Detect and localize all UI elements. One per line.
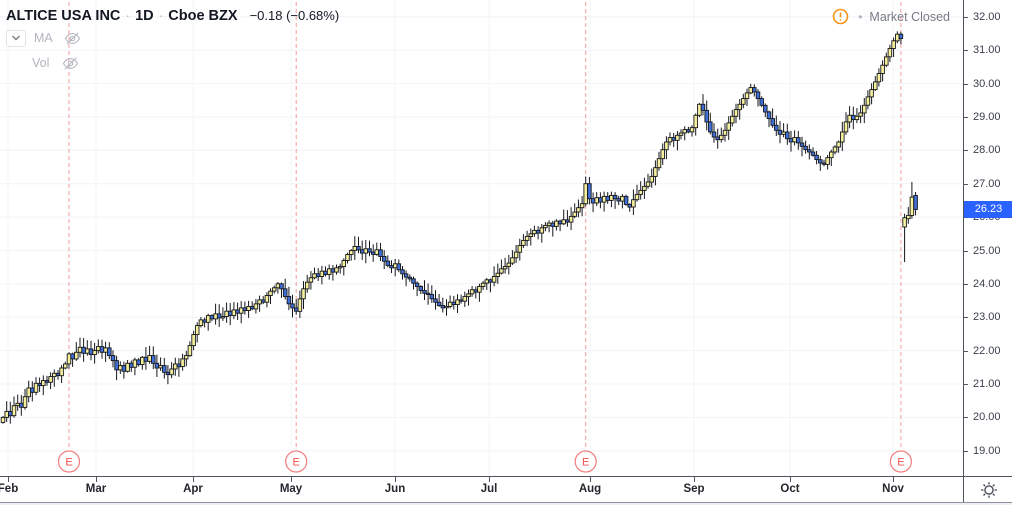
price-tick	[964, 384, 968, 385]
chart-legend: ALTICE USA INC · 1D · Cboe BZX −0.18 (−0…	[6, 7, 339, 74]
time-axis-label: Jun	[384, 483, 406, 495]
window-bottom-edge	[0, 502, 1012, 505]
earnings-marker[interactable]	[57, 450, 81, 473]
time-tick	[395, 477, 396, 482]
time-tick	[590, 477, 591, 482]
ma-indicator-row[interactable]: MA	[6, 27, 339, 49]
price-tick	[964, 450, 968, 452]
time-tick	[893, 477, 894, 482]
time-tick	[489, 477, 490, 482]
price-axis-label: 29.00	[973, 110, 1001, 123]
eye-off-icon[interactable]	[62, 56, 79, 71]
alert-circle-icon	[832, 8, 849, 25]
price-axis-label: 25.00	[973, 244, 1001, 257]
exchange-label: Cboe BZX	[168, 8, 238, 24]
price-axis[interactable]: 32.0031.0030.0029.0028.0027.0026.0025.00…	[963, 0, 1012, 476]
vol-indicator-row[interactable]: Vol	[6, 52, 339, 74]
separator-dot: ·	[125, 7, 131, 23]
price-axis-label: 30.00	[973, 77, 1001, 90]
time-axis-label: May	[279, 483, 303, 495]
price-axis-label: 24.00	[973, 277, 1001, 290]
vol-indicator-label[interactable]: Vol	[32, 56, 50, 70]
svg-text:E: E	[65, 457, 72, 469]
price-axis-label: 19.00	[973, 444, 1001, 457]
earnings-marker[interactable]	[285, 450, 308, 473]
last-price-badge: 26.23	[964, 200, 1012, 218]
status-bullet: •	[858, 9, 863, 24]
price-axis-label: 21.00	[973, 378, 1001, 390]
chevron-down-icon	[12, 35, 20, 41]
legend-collapse-button[interactable]	[6, 29, 26, 47]
time-axis[interactable]: Feb Mar Apr May Jun Jul Aug Sep Oct Nov	[0, 476, 963, 503]
price-axis-label: 32.00	[973, 10, 1001, 23]
svg-text:E: E	[582, 457, 589, 469]
time-axis-label: Mar	[85, 483, 107, 495]
price-axis-label: 31.00	[973, 44, 1001, 57]
price-axis-label: 20.00	[973, 411, 1001, 424]
price-axis-label: 28.00	[973, 144, 1001, 157]
time-axis-label: Oct	[780, 483, 800, 495]
time-axis-label: Feb	[0, 483, 19, 495]
price-tick	[964, 183, 968, 185]
svg-text:E: E	[897, 457, 904, 469]
earnings-marker[interactable]	[889, 450, 913, 473]
time-tick	[8, 477, 9, 482]
price-tick	[964, 283, 968, 285]
time-tick	[96, 477, 97, 482]
interval-label[interactable]: 1D	[135, 8, 154, 24]
time-tick	[790, 477, 791, 482]
time-tick	[291, 477, 292, 482]
price-tick	[964, 317, 968, 319]
ma-indicator-label[interactable]: MA	[34, 31, 53, 45]
axis-corner	[963, 476, 1012, 503]
symbol-name[interactable]: ALTICE USA INC	[6, 8, 121, 24]
price-axis-label: 22.00	[973, 344, 1001, 357]
price-axis-label: 23.00	[973, 311, 1001, 324]
symbol-title-row: ALTICE USA INC · 1D · Cboe BZX −0.18 (−0…	[6, 7, 339, 24]
time-axis-label: Sep	[683, 483, 705, 495]
price-tick	[964, 350, 968, 352]
price-tick	[964, 250, 968, 252]
time-axis-label: Apr	[183, 483, 203, 495]
price-tick	[964, 116, 968, 118]
price-change: −0.18 (−0.68%)	[249, 8, 340, 23]
time-tick	[694, 477, 695, 482]
price-tick	[964, 16, 968, 18]
time-axis-label: Nov	[882, 483, 904, 495]
time-axis-label: Jul	[480, 483, 498, 495]
price-tick	[964, 50, 968, 52]
price-tick	[964, 417, 968, 419]
separator-dot: ·	[158, 7, 164, 23]
market-status-label: Market Closed	[869, 9, 950, 24]
svg-text:E: E	[293, 457, 300, 469]
earnings-marker[interactable]	[574, 450, 597, 473]
price-tick	[964, 83, 968, 85]
eye-off-icon[interactable]	[64, 31, 81, 46]
time-axis-label: Aug	[578, 483, 602, 495]
price-tick	[964, 150, 968, 152]
price-axis-label: 27.00	[973, 177, 1001, 190]
market-status: • Market Closed	[832, 8, 950, 25]
settings-gear-icon[interactable]	[980, 481, 998, 499]
time-tick	[193, 477, 194, 482]
